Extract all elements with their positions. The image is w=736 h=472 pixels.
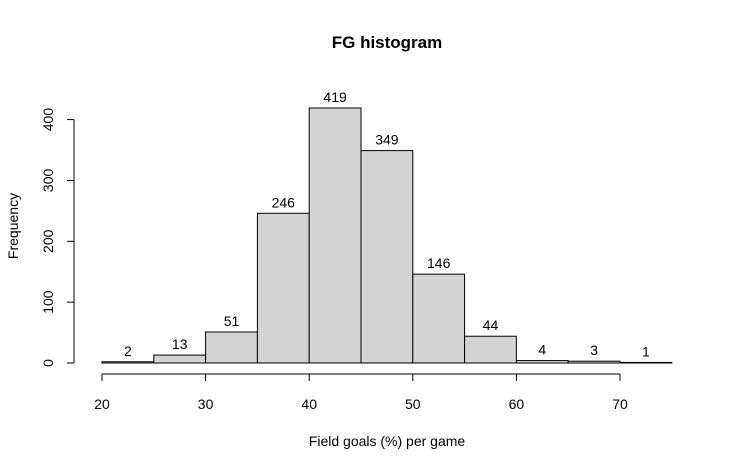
bar-count-label: 419: [323, 89, 347, 105]
y-axis: 0 100 200 300 400: [40, 108, 75, 367]
histogram-bar: [619, 361, 673, 364]
histogram-bar: [256, 212, 310, 364]
bars-group: [101, 107, 673, 364]
histogram-bar: [412, 273, 466, 364]
y-tick-label: 100: [40, 290, 56, 314]
x-tick-label: 70: [612, 396, 628, 412]
histogram-bar: [515, 360, 569, 364]
x-axis-label: Field goals (%) per game: [309, 433, 466, 449]
histogram-bar: [360, 150, 414, 364]
bar-count-label: 2: [124, 343, 132, 359]
y-tick-label: 200: [40, 229, 56, 253]
y-axis-label: Frequency: [5, 193, 21, 259]
y-tick-label: 0: [40, 359, 56, 367]
bar-count-label: 146: [427, 255, 451, 271]
bar-count-label: 3: [590, 342, 598, 358]
histogram-bar: [205, 331, 258, 364]
histogram-bar: [308, 107, 362, 364]
histogram-bar: [153, 354, 207, 364]
chart-title: FG histogram: [332, 33, 443, 52]
x-axis: 20 30 40 50 60 70: [94, 373, 628, 412]
bar-count-label: 1: [642, 343, 650, 359]
x-tick-label: 30: [198, 396, 214, 412]
bar-count-label: 349: [375, 132, 399, 148]
bar-count-label: 44: [483, 317, 499, 333]
bar-count-label: 51: [224, 313, 240, 329]
histogram-bar: [464, 335, 517, 364]
x-tick-label: 50: [405, 396, 421, 412]
bar-count-label: 13: [172, 336, 188, 352]
y-tick-label: 400: [40, 108, 56, 132]
bar-count-label: 4: [538, 342, 546, 358]
histogram-bar: [101, 361, 155, 364]
histogram-bar: [567, 360, 621, 364]
x-tick-label: 60: [509, 396, 525, 412]
y-tick-label: 300: [40, 169, 56, 193]
x-tick-label: 20: [94, 396, 110, 412]
x-tick-label: 40: [301, 396, 317, 412]
bar-count-label: 246: [272, 194, 296, 210]
